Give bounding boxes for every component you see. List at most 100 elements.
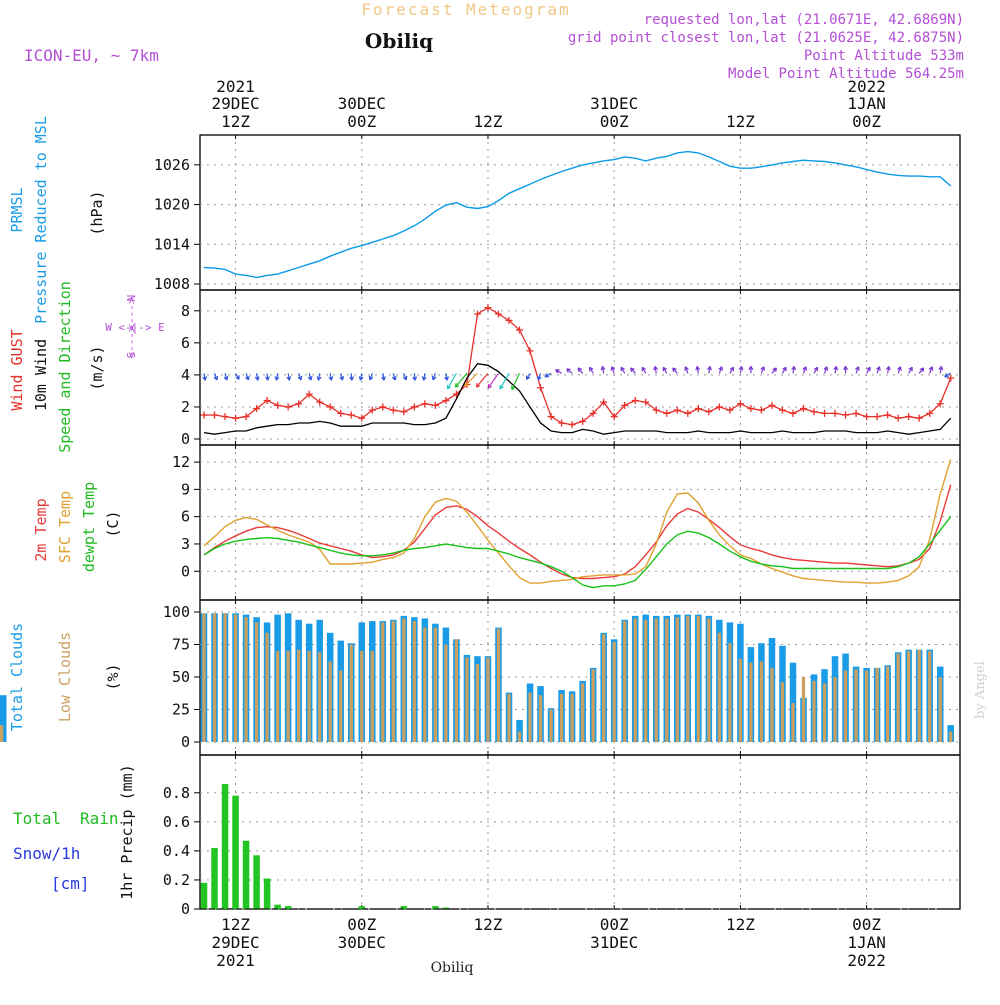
wind-arrow xyxy=(446,373,457,390)
low-cloud-bar xyxy=(644,619,648,742)
top-time-label: 30DEC xyxy=(338,94,386,113)
low-cloud-bar xyxy=(770,667,774,742)
gust-marker xyxy=(600,398,608,406)
gust-marker xyxy=(915,414,923,422)
wind-arrow-head xyxy=(464,382,469,387)
pressure-label-1: PRMSL xyxy=(8,187,26,232)
low-cloud-bar xyxy=(559,693,564,742)
y-tick-label: 1020 xyxy=(154,196,190,214)
rain-bar xyxy=(232,795,239,909)
wind-arrow-head xyxy=(695,366,701,371)
low-cloud-bar xyxy=(896,653,900,742)
gust-marker xyxy=(642,398,650,406)
low-cloud-bar xyxy=(728,643,732,742)
wind-arrow-head xyxy=(672,367,677,372)
gust-marker xyxy=(431,401,439,409)
pressure-label-2: Pressure Reduced to MSL xyxy=(32,116,50,324)
wind-arrow-head xyxy=(729,366,734,372)
wind-arrow-head xyxy=(349,376,355,381)
low-cloud-bar xyxy=(507,693,511,742)
low-cloud-bar xyxy=(780,682,785,742)
low-cloud-bar xyxy=(864,670,869,742)
low-cloud-bar xyxy=(843,670,848,742)
wind-arrow-head xyxy=(630,367,635,372)
low-cloud-bar xyxy=(244,617,248,742)
low-cloud-bar xyxy=(822,683,827,742)
gust-marker xyxy=(673,406,681,414)
gust-marker xyxy=(799,405,807,413)
y-tick-label: 0.2 xyxy=(163,871,190,889)
gust-marker xyxy=(253,405,261,413)
gust-marker xyxy=(537,384,545,392)
low-cloud-bar xyxy=(696,615,700,742)
y-tick-label: 0 xyxy=(181,562,190,580)
y-tick-label: 2 xyxy=(181,398,190,416)
wind-arrow-head xyxy=(610,366,616,371)
low-cloud-bar xyxy=(318,652,322,742)
top-time-label: 12Z xyxy=(221,112,250,131)
wind-arrow-head xyxy=(213,375,219,381)
wind-arrow-head xyxy=(760,366,766,371)
low-cloud-bar xyxy=(307,651,311,742)
wind-arrow-head xyxy=(866,366,871,372)
wind-arrow-head xyxy=(748,366,754,371)
gust-marker xyxy=(295,400,303,408)
low-cloud-bar xyxy=(402,618,406,742)
low-cloud-bar xyxy=(675,617,679,742)
low-cloud-bar xyxy=(275,651,280,742)
dewpoint-line xyxy=(203,516,952,589)
pressure-panel-labels: PRMSL Pressure Reduced to MSL (hPa) xyxy=(8,116,106,324)
gust-label: Wind GUST xyxy=(8,329,26,410)
low-cloud-bar xyxy=(328,661,332,742)
low-cloud-bar xyxy=(528,692,532,742)
wind-arrow-head xyxy=(444,376,449,381)
y-tick-label: 1014 xyxy=(154,235,190,253)
gust-marker xyxy=(200,411,208,419)
rain-bar xyxy=(200,882,208,909)
y-tick-label: 1026 xyxy=(154,156,190,174)
wind-arrow-head xyxy=(202,376,208,381)
gust-marker xyxy=(442,397,450,405)
wind-arrow-head xyxy=(525,375,531,380)
gust-marker xyxy=(757,406,765,414)
y-tick-label: 9 xyxy=(181,480,190,498)
t2m-label: 2m Temp xyxy=(32,498,50,561)
bottom-time-label: 30DEC xyxy=(338,933,386,952)
gust-marker xyxy=(316,398,324,406)
wind-arrow-head xyxy=(454,383,460,388)
low-cloud-bar xyxy=(938,677,942,742)
compass-we: W <-|-> E xyxy=(105,321,165,334)
gust-marker xyxy=(747,405,755,413)
precip-unit: 1hr Precip (mm) xyxy=(118,764,136,899)
top-time-label: 12Z xyxy=(474,112,503,131)
top-time-label: 00Z xyxy=(347,112,376,131)
gust-marker xyxy=(789,409,797,417)
wind-arrow-head xyxy=(339,376,345,381)
low-cloud-bar xyxy=(833,677,837,742)
pressure-unit: (hPa) xyxy=(88,190,106,235)
bottom-time-label: 00Z xyxy=(852,915,881,934)
wind-arrow-head xyxy=(897,366,902,371)
total-clouds-label: Total Clouds xyxy=(8,623,26,731)
wind-arrow-head xyxy=(254,376,260,381)
gust-marker xyxy=(705,408,713,416)
top-time-label: 31DEC xyxy=(590,94,638,113)
low-cloud-bar xyxy=(580,683,585,742)
top-time-label: 29DEC xyxy=(211,94,259,113)
low-cloud-bar xyxy=(496,628,501,742)
gust-marker xyxy=(242,413,250,421)
low-cloud-bar xyxy=(286,651,290,742)
cloud-panel-labels: Total Clouds Low Clouds (%) xyxy=(8,623,122,731)
gust-marker xyxy=(652,406,660,414)
gust-marker xyxy=(947,374,955,382)
wind-arrow-head xyxy=(833,366,839,371)
credit-watermark: by Angel xyxy=(973,661,988,719)
wind-arrow-head xyxy=(566,368,571,373)
footer-station: Obiliq xyxy=(431,960,474,976)
rain-label-b: Rain xyxy=(80,809,119,828)
low-cloud-bar xyxy=(749,662,753,742)
top-time-label: 2021 xyxy=(216,77,255,96)
gust-marker xyxy=(263,397,271,405)
gust-marker xyxy=(768,401,776,409)
bottom-time-label: 12Z xyxy=(221,915,250,934)
